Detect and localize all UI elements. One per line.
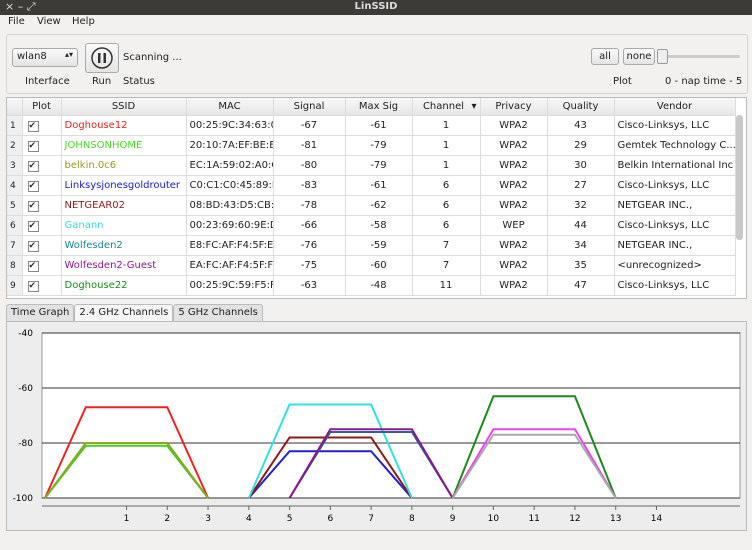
x-tick-label: 12 bbox=[569, 514, 580, 524]
x-tick-label: 6 bbox=[327, 514, 333, 524]
x-tick-label: 2 bbox=[164, 514, 170, 524]
x-tick-label: 8 bbox=[409, 514, 415, 524]
x-tick-label: 9 bbox=[450, 514, 456, 524]
x-tick-label: 3 bbox=[205, 514, 211, 524]
x-tick-label: 13 bbox=[610, 514, 621, 524]
x-tick-label: 11 bbox=[528, 514, 539, 524]
y-tick-label: -100 bbox=[13, 494, 34, 504]
x-tick-label: 7 bbox=[368, 514, 374, 524]
y-tick-label: -40 bbox=[18, 329, 33, 339]
x-tick-label: 10 bbox=[488, 514, 500, 524]
y-tick-label: -60 bbox=[18, 384, 33, 394]
x-tick-label: 5 bbox=[287, 514, 293, 524]
x-tick-label: 14 bbox=[651, 514, 663, 524]
x-tick-label: 4 bbox=[246, 514, 252, 524]
x-tick-label: 1 bbox=[124, 514, 130, 524]
y-tick-label: -80 bbox=[18, 439, 33, 449]
